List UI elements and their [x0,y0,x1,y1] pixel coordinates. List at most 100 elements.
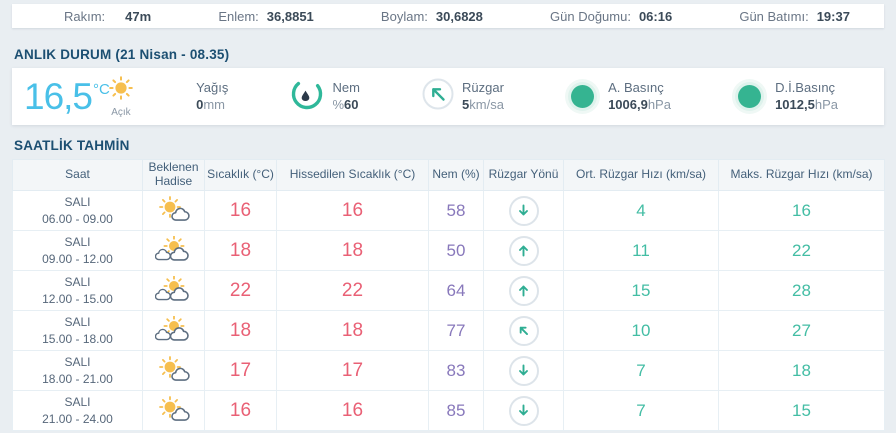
location-bar: Rakım: 47m Enlem: 36,8851 Boylam: 30,682… [12,4,884,28]
humidity-value: 60 [344,96,359,112]
temperature-cell: 18 [204,310,277,351]
temperature-cell: 22 [204,270,277,311]
wind-direction-down-icon [508,395,539,426]
sunrise-label: Gün Doğumu: [550,8,631,24]
precipitation-block: Yağış 0mm [196,80,228,113]
col-hissedilen-sicaklik: Hissedilen Sıcaklık (°C) [276,159,429,191]
pressure-dot-icon [738,85,762,108]
humidity-cell: 77 [428,310,484,351]
sunset-item: Gün Batımı: 19:37 [739,9,850,24]
expected-condition-cell [142,270,205,311]
latitude-label: Enlem: [218,8,259,24]
latitude-value: 36,8851 [266,8,314,24]
feels-like-cell: 16 [276,190,429,231]
hourly-table-body: SALI 06.00 - 09.00 16 16 58 4 16 SALI 09… [12,190,885,431]
wind-direction-cell [483,390,564,431]
avg-wind-cell: 7 [563,390,719,431]
wind-label: Rüzgar [462,80,504,96]
sun-cloud-icon [143,355,204,386]
sunrise-item: Gün Doğumu: 06:16 [550,9,672,24]
sunset-label: Gün Batımı: [739,8,809,24]
current-condition: Açık [107,75,135,118]
sea-pressure-block: D.İ.Basınç 1012,5hPa [732,80,838,113]
pressure-unit: hPa [647,96,671,112]
table-header-row: Saat Beklenen Hadise Sıcaklık (°C) Hisse… [12,159,885,191]
pressure-dot-icon [571,85,595,108]
col-ruzgar-yonu: Rüzgar Yönü [483,159,564,191]
wind-direction-cell [483,190,564,231]
row-time-range: 18.00 - 21.00 [42,371,113,386]
row-day: SALI [64,274,91,289]
altitude-item: Rakım: 47m [64,9,151,24]
table-row: SALI 12.00 - 15.00 22 22 64 15 28 [12,270,885,311]
sea-pressure-label: D.İ.Basınç [775,80,836,96]
pressure-value: 1006,9 [608,96,648,112]
sea-pressure-value: 1012,5 [775,96,815,112]
humidity-cell: 85 [428,390,484,431]
pressure-label: A. Basınç [608,80,664,96]
condition-label: Açık [111,107,131,118]
sun-clouds-icon [143,235,204,266]
max-wind-cell: 18 [718,350,885,391]
row-day: SALI [64,234,91,249]
avg-wind-cell: 4 [563,190,719,231]
col-maks-ruzgar-hizi: Maks. Rüzgar Hızı (km/sa) [718,159,885,191]
row-day: SALI [64,354,91,369]
time-cell: SALI 18.00 - 21.00 [12,350,143,391]
row-day: SALI [64,314,91,329]
altitude-value: 47m [125,8,152,24]
sea-pressure-unit: hPa [814,96,838,112]
table-row: SALI 21.00 - 24.00 16 16 85 7 15 [12,390,885,431]
humidity-cell: 64 [428,270,484,311]
temperature-value: 16,5 [24,76,93,117]
longitude-label: Boylam: [380,8,428,24]
humidity-gauge-icon [289,76,325,117]
max-wind-cell: 16 [718,190,885,231]
current-title-text: ANLIK DURUM [14,47,112,62]
table-row: SALI 18.00 - 21.00 17 17 83 7 18 [12,350,885,391]
precipitation-value: 0 [196,96,204,112]
sunset-value: 19:37 [816,8,850,24]
current-temperature: 16,5 °C [24,78,110,115]
altitude-label: Rakım: [64,8,106,24]
temperature-cell: 18 [204,230,277,271]
current-title-date: (21 Nisan - 08.35) [115,47,230,62]
hourly-section-title: SAATLİK TAHMİN [14,138,130,153]
avg-wind-cell: 10 [563,310,719,351]
row-time-range: 15.00 - 18.00 [42,331,113,346]
humidity-cell: 58 [428,190,484,231]
pressure-block: A. Basınç 1006,9hPa [565,80,671,113]
wind-direction-down-icon [508,355,539,386]
latitude-item: Enlem: 36,8851 [218,9,313,24]
feels-like-cell: 17 [276,350,429,391]
feels-like-cell: 18 [276,230,429,271]
col-nem: Nem (%) [428,159,484,191]
max-wind-cell: 27 [718,310,885,351]
row-time-range: 21.00 - 24.00 [42,411,113,426]
avg-wind-cell: 11 [563,230,719,271]
expected-condition-cell [142,350,205,391]
table-row: SALI 06.00 - 09.00 16 16 58 4 16 [12,190,885,231]
wind-block: Rüzgar 5km/sa [421,77,504,116]
row-time-range: 09.00 - 12.00 [42,251,113,266]
avg-wind-cell: 7 [563,350,719,391]
time-cell: SALI 21.00 - 24.00 [12,390,143,431]
expected-condition-cell [142,230,205,271]
hourly-forecast-table: Saat Beklenen Hadise Sıcaklık (°C) Hisse… [12,159,885,431]
wind-direction-cell [483,350,564,391]
longitude-value: 30,6828 [435,8,483,24]
time-cell: SALI 15.00 - 18.00 [12,310,143,351]
row-time-range: 06.00 - 09.00 [42,211,113,226]
wind-direction-down-icon [508,195,539,226]
sunrise-value: 06:16 [638,8,673,24]
humidity-cell: 50 [428,230,484,271]
sun-cloud-icon [143,195,204,226]
wind-direction-icon [421,77,455,116]
table-row: SALI 15.00 - 18.00 18 18 77 10 27 [12,310,885,351]
sun-clouds-icon [143,275,204,306]
expected-condition-cell [142,390,205,431]
wind-value: 5 [462,96,470,112]
current-conditions-card: 16,5 °C Açık Yağış 0mm [12,68,884,125]
time-cell: SALI 06.00 - 09.00 [12,190,143,231]
time-cell: SALI 12.00 - 15.00 [12,270,143,311]
